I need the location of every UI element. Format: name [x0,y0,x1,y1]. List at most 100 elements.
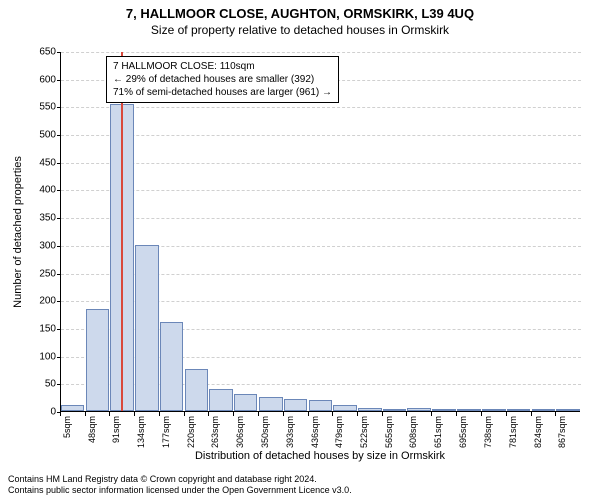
xtick-label: 263sqm [210,416,220,456]
xtick-label: 177sqm [161,416,171,456]
ytick-mark [57,107,61,108]
histogram-bar [259,397,282,411]
xtick-mark [308,412,309,416]
ytick-label: 650 [16,47,56,58]
footer-line2: Contains public sector information licen… [8,485,352,496]
ytick-mark [57,163,61,164]
gridline [61,107,581,108]
xtick-mark [60,412,61,416]
xtick-label: 651sqm [433,416,443,456]
annotation-line2: ← 29% of detached houses are smaller (39… [113,73,332,86]
ytick-mark [57,218,61,219]
histogram-bar [432,409,455,411]
histogram-bar [333,405,356,411]
ytick-label: 500 [16,130,56,141]
xtick-mark [382,412,383,416]
histogram-bar [160,322,183,411]
xtick-label: 738sqm [483,416,493,456]
xtick-mark [506,412,507,416]
xtick-label: 781sqm [508,416,518,456]
footer-attribution: Contains HM Land Registry data © Crown c… [8,474,352,497]
histogram-bar [407,408,430,411]
xtick-label: 565sqm [384,416,394,456]
ytick-label: 50 [16,379,56,390]
xtick-label: 220sqm [186,416,196,456]
xtick-label: 393sqm [285,416,295,456]
ytick-mark [57,301,61,302]
chart-container: 7, HALLMOOR CLOSE, AUGHTON, ORMSKIRK, L3… [0,0,600,500]
gridline [61,218,581,219]
xtick-label: 91sqm [111,416,121,456]
xtick-mark [159,412,160,416]
ytick-mark [57,274,61,275]
chart-area: Number of detached properties Distributi… [60,52,580,412]
ytick-label: 400 [16,185,56,196]
xtick-label: 824sqm [533,416,543,456]
ytick-label: 250 [16,268,56,279]
xtick-mark [357,412,358,416]
ytick-mark [57,135,61,136]
xtick-label: 134sqm [136,416,146,456]
ytick-mark [57,329,61,330]
xtick-label: 867sqm [557,416,567,456]
xtick-label: 522sqm [359,416,369,456]
xtick-label: 48sqm [87,416,97,456]
annotation-line1: 7 HALLMOOR CLOSE: 110sqm [113,60,332,73]
xtick-mark [233,412,234,416]
histogram-bar [86,309,109,411]
footer-line1: Contains HM Land Registry data © Crown c… [8,474,352,485]
xtick-mark [481,412,482,416]
xtick-label: 695sqm [458,416,468,456]
annotation-line3: 71% of semi-detached houses are larger (… [113,86,332,99]
histogram-bar [482,409,505,411]
gridline [61,52,581,53]
xtick-label: 350sqm [260,416,270,456]
gridline [61,135,581,136]
histogram-bar [234,394,257,411]
xtick-mark [134,412,135,416]
ytick-label: 150 [16,323,56,334]
ytick-mark [57,246,61,247]
histogram-bar [532,409,555,411]
annotation-box: 7 HALLMOOR CLOSE: 110sqm ← 29% of detach… [106,56,339,103]
histogram-bar [457,409,480,411]
xtick-mark [283,412,284,416]
histogram-bar [507,409,530,411]
ytick-mark [57,80,61,81]
histogram-bar [383,409,406,411]
histogram-bar [209,389,232,411]
histogram-bar [61,405,84,411]
histogram-bar [358,408,381,411]
ytick-label: 0 [16,407,56,418]
gridline [61,190,581,191]
ytick-label: 200 [16,296,56,307]
ytick-mark [57,190,61,191]
xtick-mark [184,412,185,416]
histogram-bar [185,369,208,411]
histogram-bar [309,400,332,411]
xtick-mark [531,412,532,416]
plot-region [60,52,580,412]
ytick-label: 450 [16,157,56,168]
ytick-mark [57,52,61,53]
gridline [61,163,581,164]
title-sub: Size of property relative to detached ho… [0,21,600,37]
xtick-label: 608sqm [408,416,418,456]
histogram-bar [556,409,579,411]
ytick-label: 550 [16,102,56,113]
xtick-label: 306sqm [235,416,245,456]
ytick-mark [57,357,61,358]
xtick-label: 479sqm [334,416,344,456]
reference-line [121,52,123,411]
y-axis-label: Number of detached properties [12,156,24,308]
xtick-mark [85,412,86,416]
histogram-bar [284,399,307,411]
ytick-mark [57,384,61,385]
ytick-label: 300 [16,240,56,251]
histogram-bar [135,245,158,411]
ytick-label: 100 [16,351,56,362]
xtick-label: 436sqm [310,416,320,456]
title-main: 7, HALLMOOR CLOSE, AUGHTON, ORMSKIRK, L3… [0,0,600,21]
xtick-label: 5sqm [62,416,72,456]
ytick-label: 350 [16,213,56,224]
